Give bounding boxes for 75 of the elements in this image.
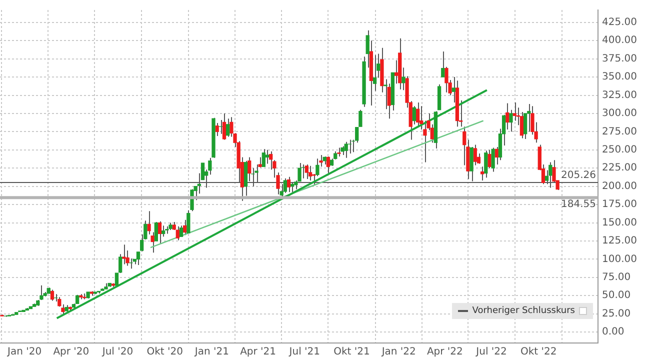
y-tick-label: 200.00	[602, 180, 638, 192]
legend-label: Vorheriger Schlusskurs	[472, 306, 575, 316]
x-tick-label: Jan '20	[6, 346, 42, 358]
y-tick-label: 0.00	[602, 326, 624, 338]
candlestick	[265, 149, 270, 164]
x-tick-label: Jul '20	[101, 346, 134, 358]
candlestick	[262, 148, 266, 168]
x-tick-label: Okt '21	[334, 346, 370, 358]
annotation: 205.26	[561, 170, 596, 182]
y-tick-label: 150.00	[602, 217, 638, 228]
y-tick-label: 225.00	[602, 162, 638, 174]
candlestick	[122, 244, 126, 265]
x-tick-label: Okt '22	[520, 346, 557, 358]
candlestick	[437, 84, 442, 110]
candlestick	[358, 109, 362, 128]
candlestick	[215, 122, 219, 137]
y-tick-label: 50.00	[602, 290, 631, 302]
x-tick-label: Jan '21	[194, 346, 230, 358]
x-tick-label: Jan '22	[380, 346, 416, 358]
candlestick	[512, 102, 516, 122]
candlestick	[222, 112, 226, 140]
x-tick-label: Apr '21	[240, 346, 276, 358]
y-tick-label: 350.00	[602, 72, 638, 83]
candlestick	[523, 112, 528, 140]
candlestick	[50, 289, 54, 302]
candlestick	[520, 112, 524, 139]
y-tick-label: 425.00	[602, 16, 638, 28]
candlestick	[412, 106, 416, 125]
candlestick	[161, 225, 166, 238]
candlestick	[452, 76, 456, 104]
y-tick-label: 325.00	[602, 90, 638, 101]
candlestick	[269, 150, 273, 170]
x-tick-label: Jul '22	[475, 346, 507, 358]
y-tick-label: 250.00	[602, 144, 638, 156]
y-tick-label: 125.00	[602, 236, 638, 247]
candlestick	[348, 139, 352, 154]
candlestick	[473, 144, 477, 166]
y-tick-label: 275.00	[602, 126, 638, 138]
x-tick-label: Okt '20	[146, 346, 183, 358]
y-tick-label: 375.00	[602, 53, 638, 64]
candlestick	[61, 304, 65, 316]
candlestick	[183, 219, 187, 236]
x-tick-label: Jul '21	[288, 346, 320, 358]
candlestick	[179, 225, 184, 238]
candlestick	[491, 147, 495, 172]
candlestick	[147, 210, 151, 235]
candlestick	[58, 296, 62, 308]
candlestick	[186, 210, 190, 234]
y-tick-label: 75.00	[602, 272, 631, 284]
candlestick	[40, 284, 44, 301]
y-tick-label: 300.00	[602, 108, 638, 120]
candlestick	[387, 83, 391, 120]
candlestick	[144, 220, 148, 240]
candlestick	[200, 162, 205, 180]
candlestick	[441, 51, 445, 78]
y-tick-label: 100.00	[602, 254, 638, 265]
x-tick-label: Apr '20	[53, 346, 90, 358]
candlestick	[226, 118, 230, 138]
ref-line-label: 184.55	[561, 199, 596, 210]
y-tick-label: 175.00	[602, 199, 638, 210]
candlestick	[527, 104, 531, 132]
candlestick	[304, 164, 309, 180]
x-tick-label: Apr '22	[426, 346, 463, 358]
candlestick	[176, 226, 180, 241]
candlestick	[444, 66, 448, 93]
candlestick	[484, 150, 488, 178]
candlestick	[158, 220, 162, 244]
candlestick	[494, 146, 498, 165]
candlestick	[488, 149, 492, 169]
candlestick	[509, 109, 513, 132]
y-tick-label: 400.00	[602, 35, 638, 46]
candlestick	[416, 102, 420, 128]
candlestick	[150, 232, 154, 254]
candlestick	[114, 272, 119, 286]
y-tick-label: 25.00	[602, 308, 631, 320]
